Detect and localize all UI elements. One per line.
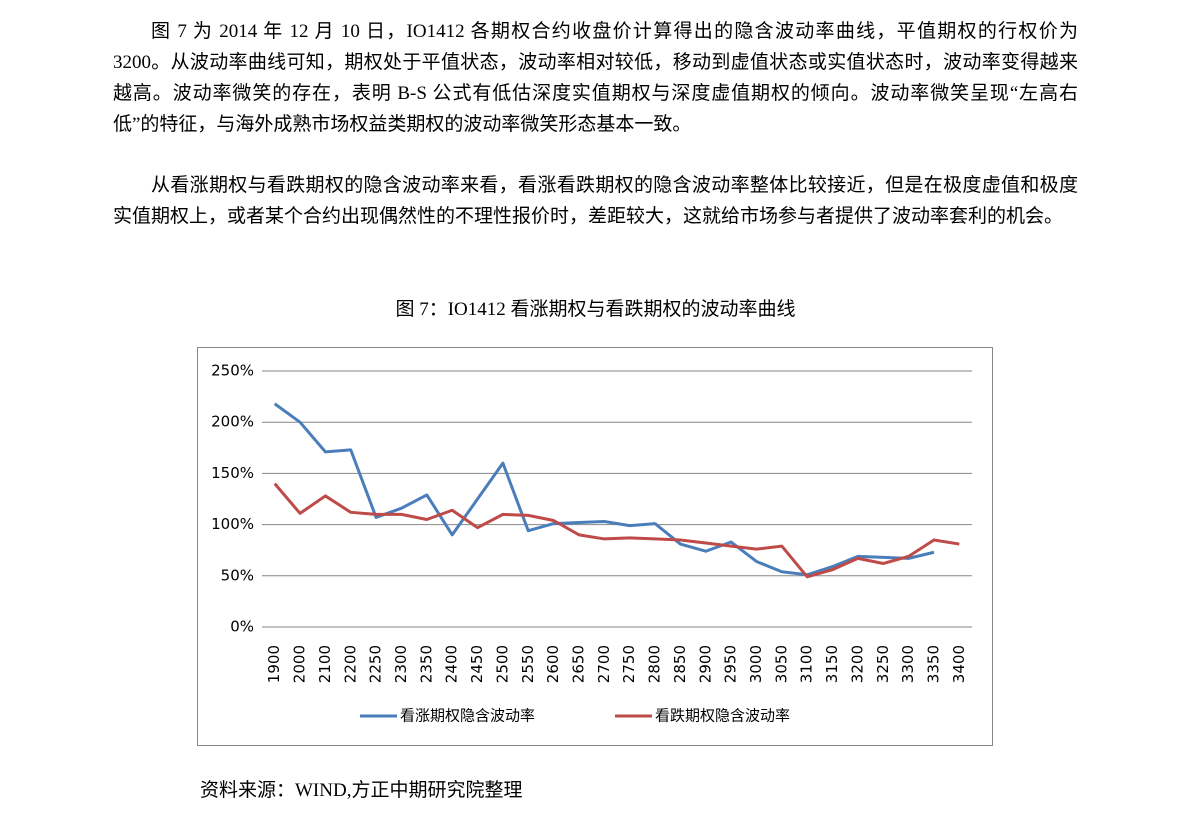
paragraph: 图 7 为 2014 年 12 月 10 日，IO1412 各期权合约收盘价计算… [113,21,1078,135]
series-line [273,482,960,579]
x-tick-label: 2800 [646,645,664,683]
y-tick-label: 0% [230,618,254,636]
y-tick-label: 250% [211,362,254,380]
x-tick-label: 3000 [747,645,765,683]
x-tick-label: 2500 [493,645,511,683]
x-tick-label: 2450 [468,645,486,683]
x-tick-label: 3150 [823,645,841,683]
x-tick-label: 2650 [569,645,587,683]
x-tick-label: 2350 [417,645,435,683]
x-tick-label: 3250 [874,645,892,683]
y-tick-label: 100% [211,515,254,533]
x-tick-label: 2750 [620,645,638,683]
legend-label: 看跌期权隐含波动率 [655,707,790,725]
x-tick-label: 1900 [265,645,283,683]
y-tick-label: 200% [211,413,254,431]
chart: 0% 50% 100% 150% 200% 250% 1900 2000 2100 2200 225… [197,347,993,746]
x-tick-label: 2200 [341,645,359,683]
x-tick-label: 3400 [950,645,968,683]
x-tick-label: 2550 [519,645,537,683]
x-tick-label: 3200 [848,645,866,683]
paragraph: 从看涨期权与看跌期权的隐含波动率来看，看涨看跌期权的隐含波动率整体比较接近，但是… [113,175,1078,227]
x-tick-label: 2300 [392,645,410,683]
x-tick-label: 2950 [722,645,740,683]
y-tick-label: 150% [211,464,254,482]
x-tick-label: 3050 [772,645,790,683]
x-tick-label: 3100 [798,645,816,683]
y-tick-label: 50% [221,566,254,584]
figure-caption: 图 7：IO1412 看涨期权与看跌期权的波动率曲线 [395,299,796,320]
x-tick-label: 2000 [291,645,309,683]
source-note: 资料来源：WIND,方正中期研究院整理 [200,780,523,801]
x-tick-label: 2250 [367,645,385,683]
x-tick-label: 3350 [924,645,942,683]
x-tick-label: 3300 [899,645,917,683]
x-tick-label: 2600 [544,645,562,683]
x-tick-label: 2400 [443,645,461,683]
x-tick-label: 2900 [696,645,714,683]
chart-border [197,347,993,746]
x-tick-label: 2100 [316,645,334,683]
x-tick-label: 2700 [595,645,613,683]
legend-label: 看涨期权隐含波动率 [400,707,535,725]
x-tick-label: 2850 [671,645,689,683]
